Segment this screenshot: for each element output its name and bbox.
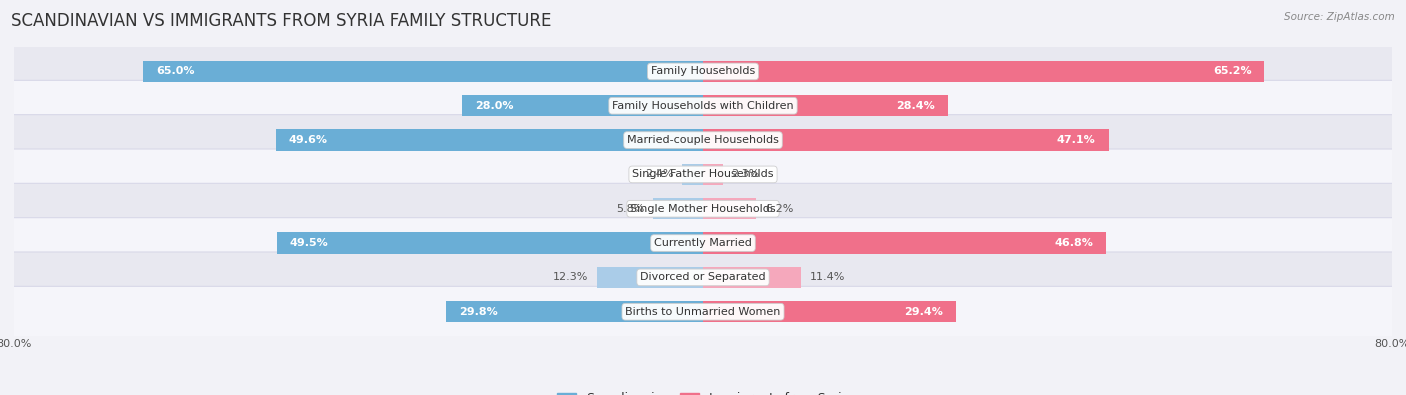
Text: Family Households with Children: Family Households with Children [612, 101, 794, 111]
Bar [703, 130, 1108, 151]
Bar [703, 164, 723, 185]
Text: 49.6%: 49.6% [288, 135, 328, 145]
Text: 29.8%: 29.8% [460, 307, 498, 317]
Text: 12.3%: 12.3% [553, 273, 589, 282]
Text: Divorced or Separated: Divorced or Separated [640, 273, 766, 282]
Text: Family Households: Family Households [651, 66, 755, 76]
Text: 2.3%: 2.3% [731, 169, 759, 179]
Bar [703, 232, 1107, 254]
Text: 5.8%: 5.8% [616, 204, 644, 214]
Bar [703, 95, 948, 117]
Bar [276, 130, 703, 151]
Text: 6.2%: 6.2% [765, 204, 793, 214]
Text: 11.4%: 11.4% [810, 273, 845, 282]
FancyBboxPatch shape [7, 115, 1399, 166]
Text: 47.1%: 47.1% [1057, 135, 1095, 145]
Bar [598, 267, 703, 288]
FancyBboxPatch shape [7, 183, 1399, 234]
Bar [461, 95, 703, 117]
Text: 28.0%: 28.0% [475, 101, 513, 111]
FancyBboxPatch shape [7, 218, 1399, 269]
Bar [446, 301, 703, 322]
Text: SCANDINAVIAN VS IMMIGRANTS FROM SYRIA FAMILY STRUCTURE: SCANDINAVIAN VS IMMIGRANTS FROM SYRIA FA… [11, 12, 551, 30]
FancyBboxPatch shape [7, 286, 1399, 337]
Legend: Scandinavian, Immigrants from Syria: Scandinavian, Immigrants from Syria [553, 387, 853, 395]
Text: 28.4%: 28.4% [896, 101, 935, 111]
FancyBboxPatch shape [7, 149, 1399, 200]
Text: Currently Married: Currently Married [654, 238, 752, 248]
Text: 49.5%: 49.5% [290, 238, 329, 248]
Bar [143, 61, 703, 82]
Text: 65.2%: 65.2% [1213, 66, 1251, 76]
Text: 46.8%: 46.8% [1054, 238, 1092, 248]
FancyBboxPatch shape [7, 252, 1399, 303]
Text: 65.0%: 65.0% [156, 66, 194, 76]
Text: 29.4%: 29.4% [904, 307, 943, 317]
Bar [682, 164, 703, 185]
Bar [703, 198, 756, 219]
Text: Single Mother Households: Single Mother Households [630, 204, 776, 214]
Bar [703, 267, 801, 288]
Text: Births to Unmarried Women: Births to Unmarried Women [626, 307, 780, 317]
Text: Source: ZipAtlas.com: Source: ZipAtlas.com [1284, 12, 1395, 22]
Text: Married-couple Households: Married-couple Households [627, 135, 779, 145]
FancyBboxPatch shape [7, 80, 1399, 131]
Text: 2.4%: 2.4% [645, 169, 673, 179]
Text: Single Father Households: Single Father Households [633, 169, 773, 179]
FancyBboxPatch shape [7, 46, 1399, 97]
Bar [277, 232, 703, 254]
Bar [703, 301, 956, 322]
Bar [652, 198, 703, 219]
Bar [703, 61, 1264, 82]
